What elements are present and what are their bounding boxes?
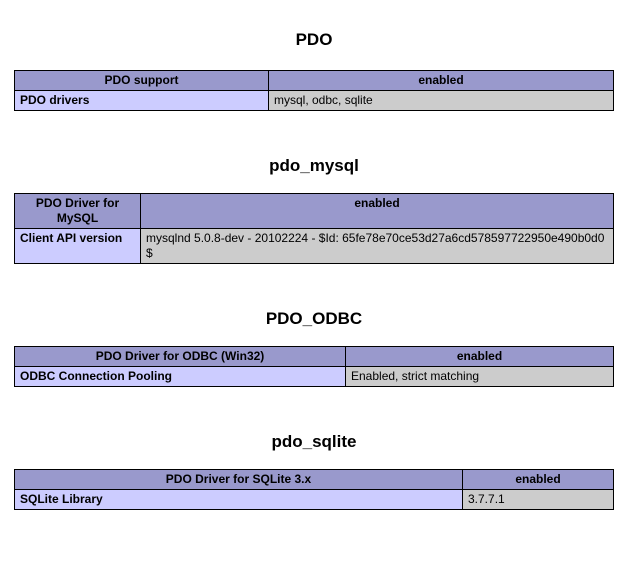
- info-value-cell: 3.7.7.1: [462, 489, 614, 510]
- section-heading-pdo-odbc: PDO_ODBC: [265, 309, 363, 328]
- table-header-key: PDO Driver for MySQL: [14, 193, 141, 229]
- pdo-support-table: PDO support enabled PDO drivers mysql, o…: [14, 70, 614, 111]
- info-key-cell: PDO drivers: [14, 90, 269, 111]
- section-heading-pdo-mysql: pdo_mysql: [269, 156, 359, 175]
- info-key-cell: SQLite Library: [14, 489, 463, 510]
- table-header-value: enabled: [140, 193, 614, 229]
- info-value-cell: mysqlnd 5.0.8-dev - 20102224 - $Id: 65fe…: [140, 228, 614, 264]
- table-row: Client API version mysqlnd 5.0.8-dev - 2…: [14, 228, 614, 264]
- table-header-row: PDO Driver for ODBC (Win32) enabled: [14, 346, 614, 367]
- table-row: PDO drivers mysql, odbc, sqlite: [14, 90, 614, 111]
- section-heading-pdo-sqlite: pdo_sqlite: [271, 432, 357, 451]
- info-key-cell: ODBC Connection Pooling: [14, 366, 346, 387]
- table-header-row: PDO Driver for SQLite 3.x enabled: [14, 469, 614, 490]
- table-header-value: enabled: [268, 70, 614, 91]
- table-header-key: PDO Driver for SQLite 3.x: [14, 469, 463, 490]
- table-header-value: enabled: [462, 469, 614, 490]
- table-header-key: PDO Driver for ODBC (Win32): [14, 346, 346, 367]
- section-pdo: PDO PDO support enabled PDO drivers mysq…: [14, 30, 614, 111]
- section-pdo-odbc: PDO_ODBC PDO Driver for ODBC (Win32) ena…: [14, 309, 614, 387]
- pdo-sqlite-table: PDO Driver for SQLite 3.x enabled SQLite…: [14, 469, 614, 510]
- section-heading-pdo: PDO: [295, 30, 333, 49]
- info-value-cell: Enabled, strict matching: [345, 366, 614, 387]
- info-value-cell: mysql, odbc, sqlite: [268, 90, 614, 111]
- table-row: ODBC Connection Pooling Enabled, strict …: [14, 366, 614, 387]
- table-header-key: PDO support: [14, 70, 269, 91]
- table-row: SQLite Library 3.7.7.1: [14, 489, 614, 510]
- info-key-cell: Client API version: [14, 228, 141, 264]
- pdo-odbc-table: PDO Driver for ODBC (Win32) enabled ODBC…: [14, 346, 614, 387]
- phpinfo-page: PDO PDO support enabled PDO drivers mysq…: [0, 30, 628, 571]
- table-header-row: PDO Driver for MySQL enabled: [14, 193, 614, 229]
- phpinfo-content: PDO PDO support enabled PDO drivers mysq…: [14, 30, 614, 510]
- pdo-mysql-table: PDO Driver for MySQL enabled Client API …: [14, 193, 614, 264]
- section-pdo-mysql: pdo_mysql PDO Driver for MySQL enabled C…: [14, 156, 614, 264]
- section-pdo-sqlite: pdo_sqlite PDO Driver for SQLite 3.x ena…: [14, 432, 614, 510]
- table-header-value: enabled: [345, 346, 614, 367]
- table-header-row: PDO support enabled: [14, 70, 614, 91]
